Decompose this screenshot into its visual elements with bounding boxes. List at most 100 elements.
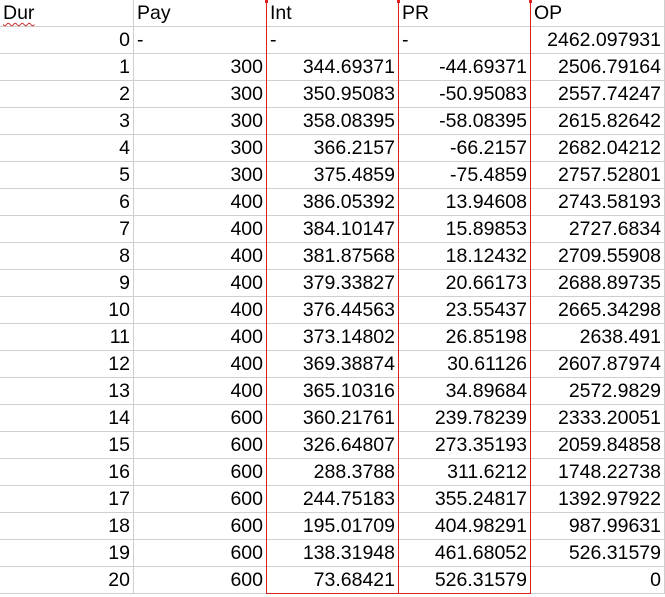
cell-dur[interactable]: 1 bbox=[0, 54, 134, 81]
cell-dur[interactable]: 18 bbox=[0, 513, 134, 540]
cell-pay[interactable]: 400 bbox=[134, 270, 267, 297]
cell-pay[interactable]: 400 bbox=[134, 189, 267, 216]
cell-dur[interactable]: 14 bbox=[0, 405, 134, 432]
cell-dur[interactable]: 4 bbox=[0, 135, 134, 162]
cell-pay[interactable]: 600 bbox=[134, 513, 267, 540]
cell-op[interactable]: 2615.82642 bbox=[531, 108, 665, 135]
cell-dur[interactable]: 3 bbox=[0, 108, 134, 135]
cell-pr[interactable]: 404.98291 bbox=[399, 513, 531, 540]
cell-op[interactable]: 2333.20051 bbox=[531, 405, 665, 432]
cell-dur[interactable]: 12 bbox=[0, 351, 134, 378]
cell-op[interactable]: 2709.55908 bbox=[531, 243, 665, 270]
cell-int[interactable]: 376.44563 bbox=[267, 297, 399, 324]
cell-dur[interactable]: 2 bbox=[0, 81, 134, 108]
cell-int[interactable]: - bbox=[267, 27, 399, 54]
cell-pr[interactable]: 355.24817 bbox=[399, 486, 531, 513]
cell-int[interactable]: 244.75183 bbox=[267, 486, 399, 513]
cell-op[interactable]: 2688.89735 bbox=[531, 270, 665, 297]
cell-pr[interactable]: 20.66173 bbox=[399, 270, 531, 297]
cell-int[interactable]: 195.01709 bbox=[267, 513, 399, 540]
cell-pay[interactable]: 300 bbox=[134, 162, 267, 189]
cell-int[interactable]: 373.14802 bbox=[267, 324, 399, 351]
cell-dur[interactable]: 0 bbox=[0, 27, 134, 54]
cell-dur[interactable]: 9 bbox=[0, 270, 134, 297]
cell-op[interactable]: 2607.87974 bbox=[531, 351, 665, 378]
cell-op[interactable]: 2506.79164 bbox=[531, 54, 665, 81]
cell-dur[interactable]: 7 bbox=[0, 216, 134, 243]
cell-dur[interactable]: 17 bbox=[0, 486, 134, 513]
cell-dur[interactable]: 19 bbox=[0, 540, 134, 567]
cell-op[interactable]: 526.31579 bbox=[531, 540, 665, 567]
cell-int[interactable]: 384.10147 bbox=[267, 216, 399, 243]
cell-pr[interactable]: -66.2157 bbox=[399, 135, 531, 162]
cell-int[interactable]: 73.68421 bbox=[267, 567, 399, 594]
cell-op[interactable]: 2757.52801 bbox=[531, 162, 665, 189]
cell-op[interactable]: 2572.9829 bbox=[531, 378, 665, 405]
cell-dur[interactable]: 11 bbox=[0, 324, 134, 351]
cell-pay[interactable]: 300 bbox=[134, 81, 267, 108]
header-cell-op[interactable]: OP bbox=[531, 0, 665, 27]
cell-op[interactable]: 2743.58193 bbox=[531, 189, 665, 216]
cell-pr[interactable]: 13.94608 bbox=[399, 189, 531, 216]
header-cell-pr[interactable]: PR bbox=[399, 0, 531, 27]
cell-pay[interactable]: 600 bbox=[134, 540, 267, 567]
cell-pay[interactable]: 600 bbox=[134, 405, 267, 432]
cell-pr[interactable]: -75.4859 bbox=[399, 162, 531, 189]
cell-pr[interactable]: 311.6212 bbox=[399, 459, 531, 486]
cell-int[interactable]: 326.64807 bbox=[267, 432, 399, 459]
cell-op[interactable]: 0 bbox=[531, 567, 665, 594]
cell-op[interactable]: 2462.097931 bbox=[531, 27, 665, 54]
cell-pay[interactable]: 600 bbox=[134, 567, 267, 594]
cell-op[interactable]: 2727.6834 bbox=[531, 216, 665, 243]
cell-int[interactable]: 344.69371 bbox=[267, 54, 399, 81]
header-cell-int[interactable]: Int bbox=[267, 0, 399, 27]
cell-dur[interactable]: 20 bbox=[0, 567, 134, 594]
cell-pr[interactable]: 18.12432 bbox=[399, 243, 531, 270]
cell-pay[interactable]: 400 bbox=[134, 216, 267, 243]
cell-pr[interactable]: 34.89684 bbox=[399, 378, 531, 405]
cell-int[interactable]: 366.2157 bbox=[267, 135, 399, 162]
cell-int[interactable]: 365.10316 bbox=[267, 378, 399, 405]
cell-dur[interactable]: 13 bbox=[0, 378, 134, 405]
cell-int[interactable]: 386.05392 bbox=[267, 189, 399, 216]
cell-op[interactable]: 2638.491 bbox=[531, 324, 665, 351]
cell-int[interactable]: 350.95083 bbox=[267, 81, 399, 108]
cell-int[interactable]: 360.21761 bbox=[267, 405, 399, 432]
cell-pr[interactable]: 23.55437 bbox=[399, 297, 531, 324]
cell-pr[interactable]: -58.08395 bbox=[399, 108, 531, 135]
cell-pay[interactable]: - bbox=[134, 27, 267, 54]
cell-pay[interactable]: 600 bbox=[134, 459, 267, 486]
cell-pay[interactable]: 300 bbox=[134, 135, 267, 162]
cell-op[interactable]: 2557.74247 bbox=[531, 81, 665, 108]
cell-int[interactable]: 369.38874 bbox=[267, 351, 399, 378]
cell-op[interactable]: 987.99631 bbox=[531, 513, 665, 540]
cell-dur[interactable]: 5 bbox=[0, 162, 134, 189]
cell-pr[interactable]: - bbox=[399, 27, 531, 54]
cell-op[interactable]: 2682.04212 bbox=[531, 135, 665, 162]
cell-pay[interactable]: 300 bbox=[134, 54, 267, 81]
cell-pr[interactable]: 526.31579 bbox=[399, 567, 531, 594]
cell-int[interactable]: 358.08395 bbox=[267, 108, 399, 135]
cell-int[interactable]: 288.3788 bbox=[267, 459, 399, 486]
cell-pr[interactable]: -50.95083 bbox=[399, 81, 531, 108]
cell-int[interactable]: 379.33827 bbox=[267, 270, 399, 297]
cell-dur[interactable]: 16 bbox=[0, 459, 134, 486]
cell-pr[interactable]: 26.85198 bbox=[399, 324, 531, 351]
cell-pay[interactable]: 600 bbox=[134, 486, 267, 513]
cell-dur[interactable]: 8 bbox=[0, 243, 134, 270]
cell-int[interactable]: 381.87568 bbox=[267, 243, 399, 270]
cell-pay[interactable]: 600 bbox=[134, 432, 267, 459]
cell-dur[interactable]: 10 bbox=[0, 297, 134, 324]
cell-dur[interactable]: 6 bbox=[0, 189, 134, 216]
cell-pay[interactable]: 400 bbox=[134, 297, 267, 324]
cell-op[interactable]: 2665.34298 bbox=[531, 297, 665, 324]
cell-pay[interactable]: 400 bbox=[134, 243, 267, 270]
cell-op[interactable]: 2059.84858 bbox=[531, 432, 665, 459]
cell-pr[interactable]: 273.35193 bbox=[399, 432, 531, 459]
cell-pay[interactable]: 300 bbox=[134, 108, 267, 135]
cell-pr[interactable]: 461.68052 bbox=[399, 540, 531, 567]
cell-pay[interactable]: 400 bbox=[134, 324, 267, 351]
cell-int[interactable]: 138.31948 bbox=[267, 540, 399, 567]
cell-pr[interactable]: 30.61126 bbox=[399, 351, 531, 378]
